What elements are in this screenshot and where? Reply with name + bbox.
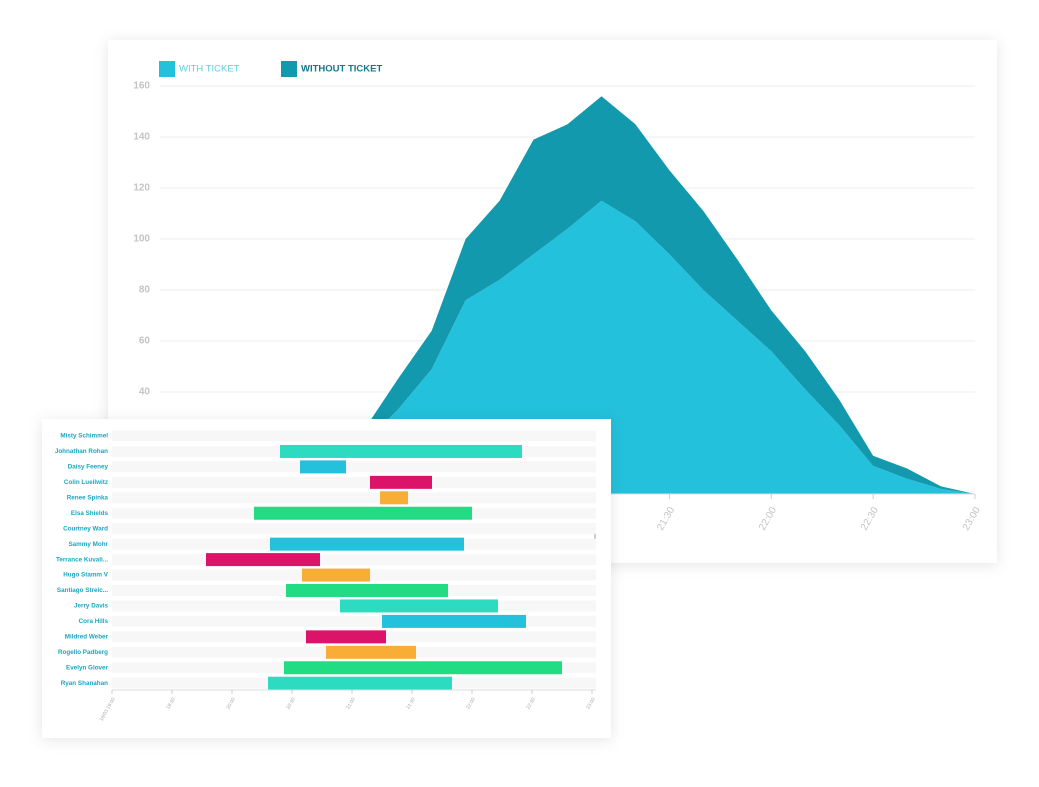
legend-swatch (281, 61, 297, 77)
y-tick-label: 60 (139, 336, 151, 347)
x-tick-label: 20:00 (225, 696, 237, 710)
x-tick-label: 19:30 (165, 696, 177, 710)
row-label: Jerry Davis (74, 603, 108, 610)
task-bar (254, 506, 472, 520)
y-tick-label: 160 (133, 81, 150, 92)
x-tick-label: 22:00 (465, 696, 477, 710)
task-bar (382, 614, 526, 628)
row-label: Courtney Ward (63, 525, 108, 532)
x-tick-label: 21:00 (345, 696, 357, 710)
task-bar (284, 661, 562, 675)
row-label: Misty Schimmel (60, 433, 108, 440)
area (160, 96, 975, 494)
row-band (112, 554, 596, 566)
y-tick-label: 40 (139, 387, 151, 398)
task-bar (206, 553, 320, 567)
task-bar (268, 676, 452, 690)
row-band (112, 476, 596, 488)
x-tick-label: 20:30 (285, 696, 297, 710)
row-label: Ryan Shanahan (61, 680, 108, 687)
legend-label: WITH TICKET (179, 64, 240, 75)
x-tick-label: 22:30 (525, 696, 537, 710)
legend-swatch (159, 61, 175, 77)
gantt-chart: Misty Schimmel Johnathan Rohan Daisy Feene… (42, 419, 611, 738)
row-label: Cora Hills (79, 618, 109, 625)
task-bar (270, 537, 464, 551)
row-band (112, 461, 596, 473)
y-tick-label: 140 (133, 132, 150, 143)
row-label: Colin Lueilwitz (64, 479, 108, 486)
row-band (112, 430, 596, 442)
row-label: Elsa Shields (71, 510, 109, 517)
task-bar (302, 568, 370, 582)
row-label: Rogelio Padberg (58, 649, 108, 656)
task-bar (300, 460, 346, 474)
y-tick-label: 120 (133, 183, 150, 194)
task-bar (280, 444, 522, 458)
row-label: Evelyn Glover (66, 664, 109, 671)
row-label: Johnathan Rohan (55, 448, 108, 455)
task-bar (286, 584, 448, 597)
task-bar (380, 491, 408, 505)
row-band (112, 492, 596, 504)
row-label: Mildred Weber (65, 634, 109, 641)
row-band (112, 615, 596, 627)
x-tick-label: 23:00 (585, 696, 597, 710)
row-label: Daisy Feeney (68, 464, 109, 471)
task-bar (326, 645, 416, 659)
row-band (112, 523, 596, 535)
task-bar (370, 475, 432, 489)
row-label: Santiago Streic... (57, 587, 108, 594)
area (160, 200, 975, 495)
legend-label: WITHOUT TICKET (301, 64, 382, 75)
y-tick-label: 80 (139, 285, 151, 296)
task-bar (306, 630, 386, 644)
scrollbar (594, 527, 596, 547)
row-label: Hugo Stamm V (63, 572, 109, 579)
y-tick-label: 100 (133, 234, 150, 245)
task-bar (340, 599, 498, 613)
row-label: Terrance Kuvali... (56, 556, 108, 563)
x-tick-label: 21:30 (405, 696, 417, 710)
row-label: Renee Spinka (67, 494, 109, 501)
row-label: Sammy Mohr (68, 541, 108, 548)
